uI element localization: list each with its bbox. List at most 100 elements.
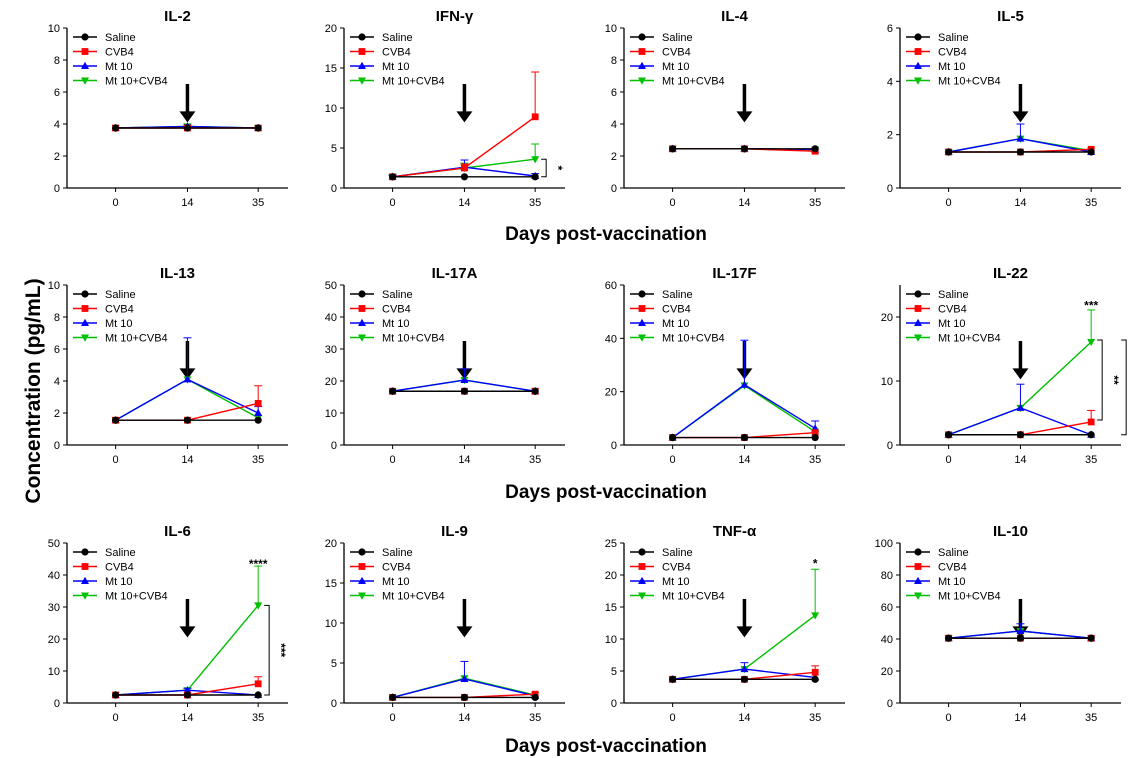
x-tick-label: 35 [809,454,821,466]
data-point [183,686,192,694]
y-tick-label: 5 [331,143,337,155]
vaccination-arrow-icon [736,599,753,638]
series-saline [945,634,1095,642]
y-tick-label: 8 [54,312,60,324]
legend-label: Saline [105,547,136,559]
arrow-head [1012,368,1029,380]
y-axis-label: Concentration (pg/mL) [22,278,45,503]
legend-label: Saline [938,289,969,301]
legend: Saline CVB4 Mt 10 Mt 10+CVB4 [630,289,725,345]
data-point [1016,403,1025,411]
data-point [389,387,397,395]
x-tick-label: 0 [390,197,396,209]
legend: Saline CVB4 Mt 10 Mt 10+CVB4 [73,32,168,88]
legend-label: CVB4 [382,47,411,59]
data-point [1016,148,1025,156]
data-point [811,433,819,442]
data-point [461,164,468,172]
legend-marker [914,290,922,298]
series-saline [945,148,1095,156]
y-tick-label: 6 [54,344,60,356]
vaccination-arrow-icon [456,84,473,123]
panel-title: IFN-γ [436,8,474,25]
legend-label: Saline [938,32,969,44]
legend-label: Mt 10 [662,318,690,330]
x-tick-label: 0 [113,454,119,466]
data-point [669,145,677,153]
y-tick-label: 10 [881,376,893,388]
panel-il-13: IL-13 0 2 4 6 8 10 0 14 35 Saline CVB4 Mt 10 Mt 10+CV… [48,265,288,466]
legend-label: Saline [662,547,693,559]
legend-marker [914,563,922,570]
bracket-line [1097,339,1103,421]
data-point [460,375,469,384]
data-point [1087,418,1095,426]
legend-label: Mt 10 [382,318,410,330]
legend-marker [358,61,366,69]
legend-marker [81,33,89,41]
legend-label: Mt 10+CVB4 [938,333,1001,345]
data-point [254,691,262,699]
data-point [112,416,120,424]
legend-label: Mt 10+CVB4 [105,76,168,88]
bracket-label: ** [1107,375,1121,385]
y-tick-label: 20 [325,376,337,388]
x-axis-label-row-3: Days post-vaccination [505,736,707,757]
panel-title: IL-4 [721,8,748,25]
x-tick-label: 35 [529,712,541,724]
x-tick-label: 14 [181,712,193,724]
x-tick-label: 14 [738,197,750,209]
x-tick-label: 35 [252,197,264,209]
data-point [254,124,262,132]
significance-bracket: ** [1097,339,1121,421]
legend-marker [358,48,366,55]
legend-label: Mt 10+CVB4 [105,333,168,345]
x-tick-label: 35 [809,197,821,209]
y-tick-label: 2 [887,130,893,142]
legend-label: Mt 10+CVB4 [105,591,168,603]
data-point [389,693,397,702]
x-tick-label: 35 [1085,197,1097,209]
legend-label: Mt 10+CVB4 [662,591,725,603]
legend-label: Saline [382,289,413,301]
legend-marker [358,548,366,556]
y-tick-label: 10 [605,23,617,35]
arrow-head [456,626,473,638]
legend-marker [638,48,646,55]
series-saline [669,675,819,683]
legend-label: Mt 10+CVB4 [938,76,1001,88]
y-tick-label: 4 [887,76,893,88]
legend-label: Mt 10 [662,61,690,73]
x-tick-label: 14 [181,454,193,466]
data-point [1087,634,1095,642]
y-tick-label: 60 [881,602,893,614]
data-point [254,400,262,407]
y-tick-label: 15 [325,578,337,590]
y-tick-label: 5 [611,666,617,678]
panel-il-10: IL-10 0 20 40 60 80 100 0 14 35 Saline CVB4 Mt 10 Mt … [875,523,1121,724]
data-point [531,387,539,395]
data-point [531,113,539,121]
legend-marker [81,61,89,69]
y-tick-label: 4 [611,119,617,131]
y-tick-label: 0 [611,183,617,195]
y-tick-label: 20 [325,538,337,550]
data-point [1016,431,1025,439]
y-tick-label: 4 [54,119,60,131]
y-tick-label: 5 [331,658,337,670]
x-tick-label: 0 [946,197,952,209]
data-point [740,145,749,153]
legend-label: Mt 10+CVB4 [382,333,445,345]
data-point [531,173,539,181]
data-point [254,408,263,416]
legend-marker [638,305,646,312]
data-point [669,433,677,442]
legend-marker [358,33,366,41]
legend-marker [638,548,646,556]
data-point [531,693,539,702]
legend: Saline CVB4 Mt 10 Mt 10+CVB4 [350,289,445,345]
data-point [183,124,192,132]
x-tick-label: 14 [1014,454,1026,466]
